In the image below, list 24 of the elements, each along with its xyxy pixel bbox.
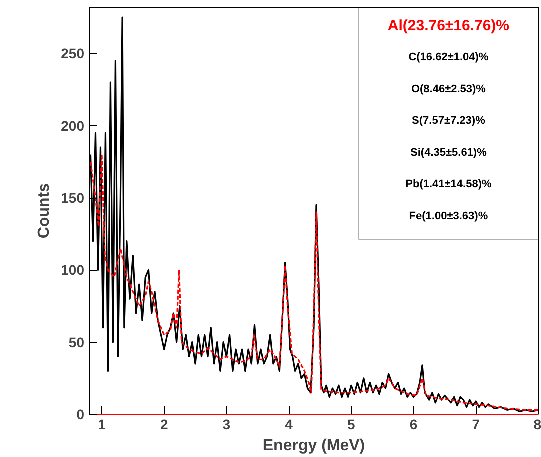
y-tick-label: 100	[61, 262, 85, 278]
line-series	[90, 16, 538, 412]
y-tick-label: 250	[61, 46, 85, 62]
x-tick-label: 3	[222, 416, 231, 432]
annotation: Pb(1.41±14.58)%	[406, 178, 492, 191]
x-tick-label: 8	[534, 416, 541, 432]
annotation: Al(23.76±16.76)%	[388, 17, 510, 34]
x-tick-label: 7	[472, 416, 480, 432]
y-tick-label: 50	[68, 334, 85, 350]
x-tick-label: 5	[348, 416, 356, 432]
annotation: C(16.62±1.04)%	[408, 52, 489, 64]
y-axis-title: Counts	[36, 183, 54, 239]
y-tick-label: 150	[61, 190, 85, 206]
annotation: S(7.57±7.23)%	[412, 115, 486, 128]
y-tick-label: 0	[76, 406, 85, 422]
x-tick-label: 6	[410, 416, 418, 432]
x-tick-label: 2	[160, 416, 168, 432]
annotation: Fe(1.00±3.63)%	[409, 210, 488, 222]
y-tick-label: 200	[61, 118, 85, 134]
annotation: O(8.46±2.53)%	[411, 83, 486, 96]
x-axis-title: Energy (MeV)	[262, 438, 366, 454]
x-tick-label: 4	[285, 416, 294, 432]
x-tick-label: 1	[98, 416, 106, 432]
annotation: Si(4.35±5.61)%	[410, 146, 488, 159]
